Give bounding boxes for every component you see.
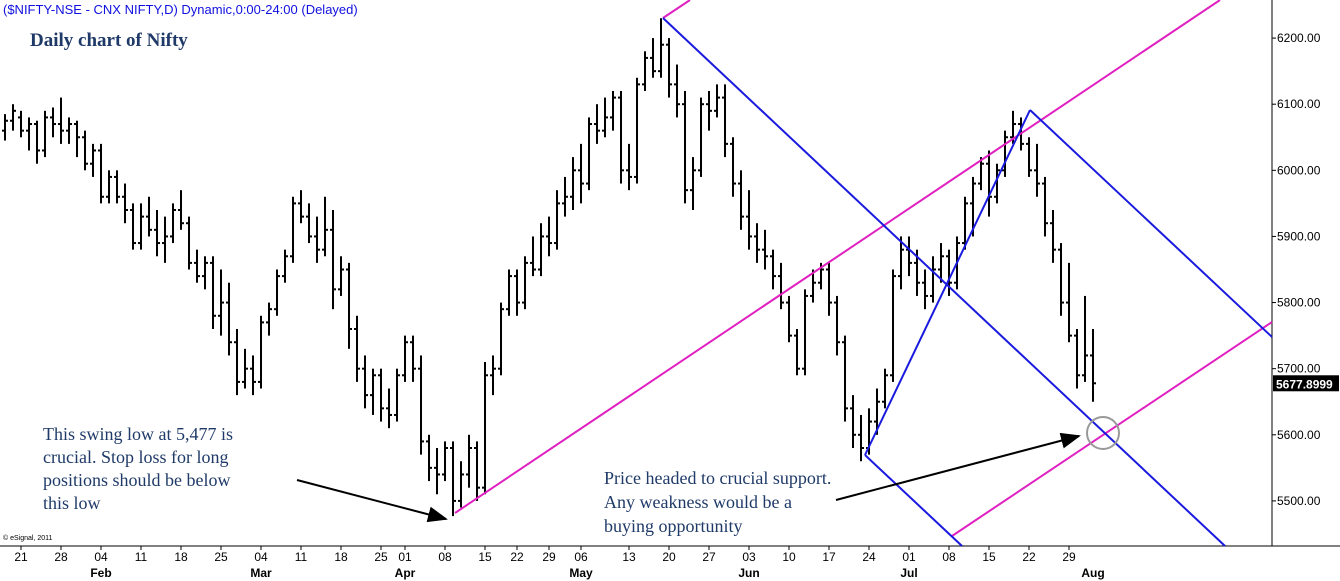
trend-line [662, 17, 1226, 547]
month-label: Feb [90, 566, 111, 580]
y-tick-label: 6100.00 [1277, 97, 1321, 111]
copyright: © eSignal, 2011 [3, 534, 53, 542]
x-tick-label: 21 [14, 550, 28, 564]
x-tick-label: 10 [782, 550, 796, 564]
month-label: Apr [395, 566, 416, 580]
x-tick-label: 20 [662, 550, 676, 564]
price-bars [2, 18, 1096, 517]
annotation: This swing low at 5,477 is crucial. Stop… [43, 424, 233, 513]
month-label: Jun [738, 566, 759, 580]
x-tick-label: 25 [214, 550, 228, 564]
x-tick-label: 22 [1022, 550, 1036, 564]
last-price-box [1273, 375, 1339, 392]
month-label: Aug [1081, 566, 1104, 580]
x-tick-label: 18 [174, 550, 188, 564]
month-label: May [569, 566, 593, 580]
header: ($NIFTY-NSE - CNX NIFTY,D) Dynamic,0:00-… [3, 2, 358, 17]
x-tick-label: 17 [822, 550, 836, 564]
x-tick-label: 24 [862, 550, 876, 564]
annotation-line: this low [43, 493, 101, 513]
y-tick-label: 6200.00 [1277, 31, 1321, 45]
y-tick-label: 5800.00 [1277, 296, 1321, 310]
x-tick-label: 29 [1062, 550, 1076, 564]
arrow [835, 432, 1081, 501]
y-tick-label: 5700.00 [1277, 362, 1321, 376]
arrow [296, 479, 448, 523]
median-line [951, 321, 1273, 537]
y-tick-label: 6000.00 [1277, 163, 1321, 177]
x-tick-label: 22 [510, 550, 524, 564]
x-tick-label: 04 [94, 550, 108, 564]
annotation: Price headed to crucial support. Any wea… [604, 468, 831, 536]
x-tick-label: 01 [398, 550, 412, 564]
annotation-line: crucial. Stop loss for long [43, 447, 228, 467]
x-tick-label: 11 [135, 550, 148, 564]
median-line [662, 0, 691, 19]
x-tick-label: 13 [622, 550, 636, 564]
annotation-line: buying opportunity [604, 516, 743, 536]
pitchfork [454, 0, 1273, 547]
y-tick-label: 5900.00 [1277, 229, 1321, 243]
trend-line [864, 454, 963, 547]
x-tick-label: 11 [295, 550, 308, 564]
trend-line [1029, 109, 1273, 338]
y-tick-label: 5600.00 [1277, 428, 1321, 442]
x-tick-label: 29 [542, 550, 556, 564]
annotation-line: Price headed to crucial support. [604, 468, 831, 488]
support-circle [1086, 416, 1120, 450]
annotation-line: Any weakness would be a [604, 492, 792, 512]
month-label: Mar [250, 566, 272, 580]
x-tick-label: 15 [982, 550, 996, 564]
x-tick-label: 01 [902, 550, 916, 564]
chart-title: Daily chart of Nifty [30, 30, 188, 51]
median-line [454, 0, 1221, 514]
x-tick-label: 08 [438, 550, 452, 564]
last-price-label: 5677.8999 [1276, 377, 1333, 391]
x-tick-label: 06 [574, 550, 588, 564]
x-tick-label: 25 [374, 550, 388, 564]
x-tick-label: 18 [334, 550, 348, 564]
annotation-line: positions should be below [43, 470, 231, 490]
month-label: Jul [900, 566, 917, 580]
annotation-line: This swing low at 5,477 is [43, 424, 233, 444]
trend-line [864, 109, 1031, 456]
x-tick-label: 28 [54, 550, 68, 564]
x-tick-label: 27 [702, 550, 716, 564]
x-tick-label: 04 [254, 550, 268, 564]
x-tick-label: 03 [742, 550, 756, 564]
x-tick-label: 08 [942, 550, 956, 564]
x-tick-label: 15 [478, 550, 492, 564]
y-tick-label: 5500.00 [1277, 494, 1321, 508]
